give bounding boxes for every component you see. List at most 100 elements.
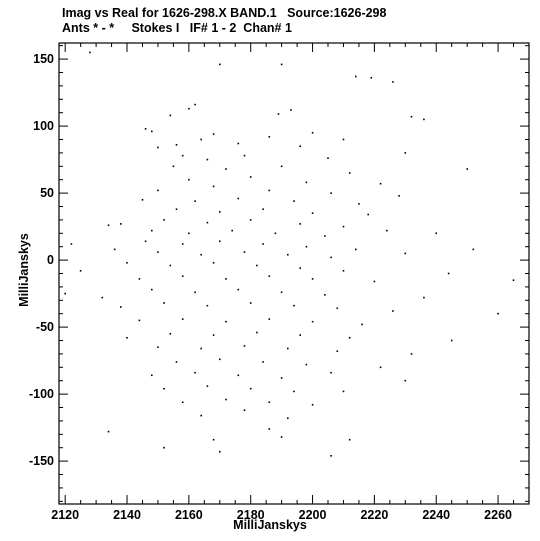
axis-ticks — [59, 43, 530, 504]
data-point — [206, 385, 209, 387]
data-point — [181, 275, 184, 277]
y-axis-label: MilliJanskys — [17, 233, 31, 307]
data-point — [249, 387, 252, 390]
data-point — [311, 132, 314, 134]
data-point — [268, 428, 271, 430]
data-point — [305, 245, 308, 248]
data-point — [200, 253, 202, 256]
data-point — [370, 77, 373, 79]
x-tick-label: 2200 — [299, 508, 327, 522]
data-point — [113, 248, 116, 251]
data-point — [141, 199, 144, 201]
data-point — [367, 213, 369, 216]
data-point — [311, 212, 314, 214]
data-point — [330, 455, 332, 457]
data-point — [355, 248, 357, 251]
data-point — [157, 189, 159, 192]
data-point — [324, 235, 326, 237]
data-point — [311, 278, 314, 280]
data-point — [290, 109, 292, 111]
data-point — [181, 243, 184, 245]
data-point — [287, 417, 289, 419]
data-point — [70, 243, 73, 245]
data-point — [200, 414, 202, 417]
x-tick-label: 2180 — [237, 508, 265, 522]
data-point — [225, 320, 227, 323]
plot-frame — [58, 42, 530, 505]
data-point — [262, 361, 264, 363]
data-point — [277, 113, 280, 115]
data-point — [194, 371, 196, 374]
data-point — [219, 358, 221, 361]
data-point — [327, 157, 329, 159]
data-point — [311, 404, 314, 406]
data-point — [293, 200, 295, 202]
data-point — [212, 185, 215, 188]
data-point — [206, 304, 209, 307]
data-point — [280, 377, 283, 379]
data-point — [120, 306, 122, 308]
data-point — [497, 312, 499, 315]
data-point — [144, 128, 147, 130]
data-point — [237, 288, 240, 291]
data-point — [280, 436, 283, 438]
data-point — [379, 182, 382, 185]
data-point — [249, 302, 252, 304]
data-point — [200, 138, 202, 141]
data-point — [423, 118, 425, 121]
data-point — [361, 323, 363, 326]
data-point — [299, 223, 301, 225]
data-point — [194, 200, 196, 202]
data-point — [181, 318, 184, 320]
data-point — [299, 145, 301, 147]
data-point — [212, 334, 215, 336]
data-point — [342, 270, 345, 272]
data-point — [299, 267, 301, 269]
data-point — [163, 219, 165, 221]
data-point — [305, 363, 308, 366]
data-point — [200, 347, 202, 350]
data-point — [311, 320, 314, 323]
data-point — [231, 229, 233, 232]
data-point — [392, 310, 394, 312]
data-point — [101, 296, 104, 299]
x-tick-label: 2220 — [360, 508, 388, 522]
data-point — [348, 438, 351, 441]
data-point — [262, 208, 264, 210]
data-point — [410, 115, 413, 118]
data-point — [392, 81, 394, 83]
data-point — [280, 63, 283, 66]
data-points — [64, 51, 515, 457]
data-point — [274, 232, 277, 235]
data-point — [188, 178, 190, 181]
data-point — [237, 374, 240, 377]
y-tick-label: 50 — [40, 186, 54, 200]
data-point — [107, 430, 110, 433]
data-point — [169, 264, 172, 267]
data-point — [342, 225, 345, 228]
data-point — [268, 318, 271, 320]
y-tick-label: -50 — [36, 320, 54, 334]
x-tick-label: 2260 — [484, 508, 512, 522]
data-point — [138, 278, 141, 280]
data-point — [342, 390, 345, 393]
data-point — [423, 296, 425, 299]
data-point — [219, 63, 221, 66]
data-point — [169, 333, 172, 335]
data-point — [472, 248, 475, 251]
data-point — [379, 366, 382, 369]
data-point — [404, 379, 407, 382]
data-point — [330, 192, 332, 194]
data-point — [175, 144, 178, 146]
data-point — [225, 168, 227, 170]
data-point — [512, 279, 515, 281]
y-tick-label: -100 — [29, 387, 54, 401]
data-point — [172, 165, 175, 168]
data-point — [249, 219, 252, 221]
data-point — [194, 103, 196, 106]
data-point — [181, 401, 184, 403]
data-point — [64, 292, 66, 295]
data-point — [299, 334, 301, 336]
data-point — [268, 189, 271, 192]
data-point — [268, 401, 271, 403]
